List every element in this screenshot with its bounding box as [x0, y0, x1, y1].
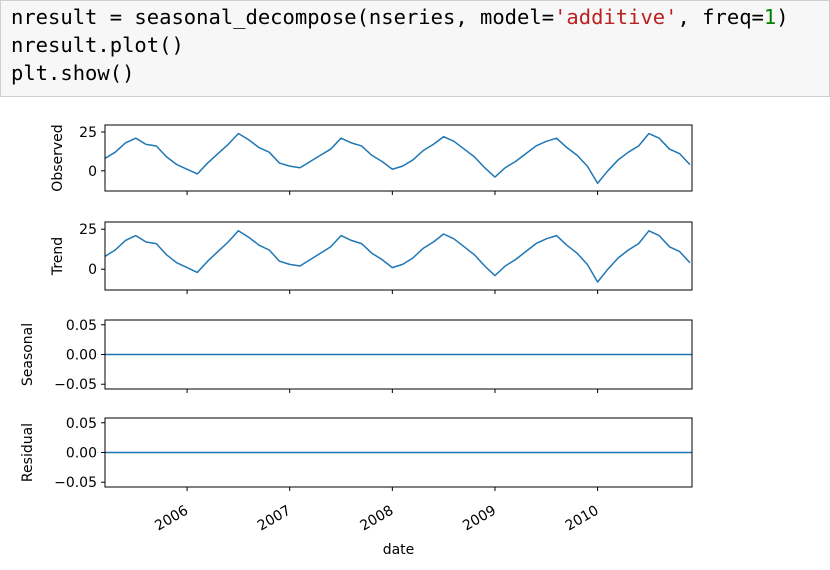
code: plt.show() — [11, 61, 135, 85]
y-tick-label: −0.05 — [54, 475, 97, 491]
y-tick-label: 25 — [79, 222, 97, 238]
code: ) — [776, 5, 789, 29]
axes-frame — [104, 319, 693, 390]
code-line: nresult = seasonal_decompose(nseries, mo… — [11, 5, 789, 29]
axes-frame — [104, 221, 693, 291]
y-axis-label: Residual — [20, 423, 36, 482]
code-cell[interactable]: nresult = seasonal_decompose(nseries, mo… — [0, 0, 830, 97]
x-tick-label: 2008 — [357, 503, 396, 535]
x-tick-label: 2007 — [255, 503, 294, 535]
code: nresult.plot() — [11, 33, 184, 57]
x-axis-label: date — [383, 542, 415, 558]
data-line — [105, 132, 691, 184]
y-axis-label: Seasonal — [20, 323, 36, 386]
y-tick-label: 0.05 — [66, 318, 97, 334]
x-tick-label: 2006 — [152, 503, 191, 535]
y-tick-label: 0.05 — [66, 416, 97, 432]
y-tick-label: 0 — [88, 164, 97, 180]
y-tick-label: 0.00 — [66, 348, 97, 364]
x-tick-label: 2010 — [563, 503, 602, 535]
code-line: plt.show() — [11, 61, 134, 85]
data-line — [105, 230, 691, 283]
y-axis-label: Trend — [50, 237, 66, 276]
y-tick-label: 0.00 — [66, 446, 97, 462]
x-tick-label: 2009 — [460, 503, 499, 535]
y-tick-label: 0 — [88, 262, 97, 278]
code-string: 'additive' — [554, 5, 678, 29]
y-tick-label: 25 — [79, 125, 97, 141]
code-line: nresult.plot() — [11, 33, 184, 57]
y-tick-label: −0.05 — [54, 377, 97, 393]
code-number: 1 — [763, 5, 777, 29]
axes-frame — [104, 124, 693, 192]
code: , freq= — [677, 5, 764, 29]
axes-frame — [104, 417, 693, 488]
y-axis-label: Observed — [50, 124, 66, 191]
code: nresult = seasonal_decompose(nseries, mo… — [11, 5, 555, 29]
